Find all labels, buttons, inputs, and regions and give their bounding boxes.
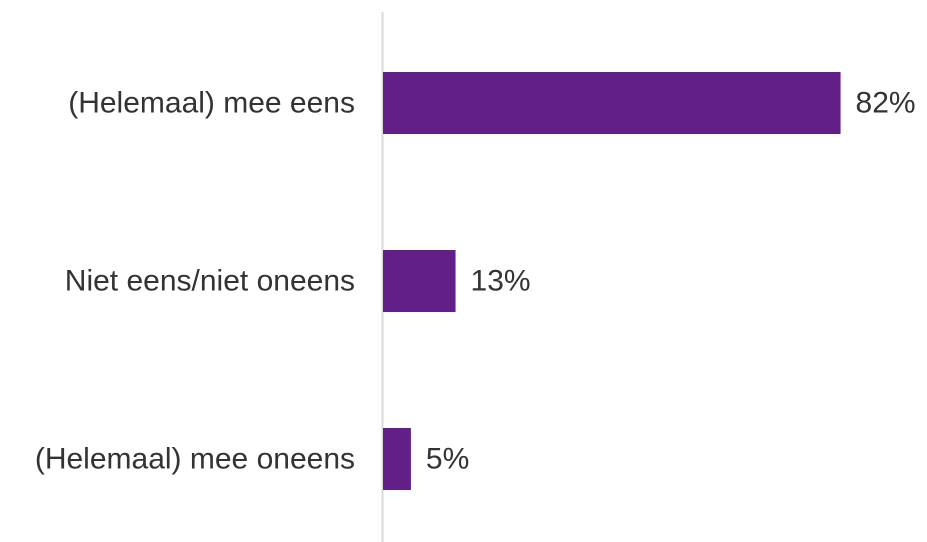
bar-1 (383, 250, 456, 312)
category-labels-group: (Helemaal) mee eens Niet eens/niet oneens… (35, 87, 355, 476)
category-label-1: Niet eens/niet oneens (65, 265, 355, 298)
value-label-1: 13% (471, 265, 531, 298)
value-label-0: 82% (856, 87, 916, 120)
bar-2 (383, 428, 411, 490)
bars-group (383, 72, 841, 490)
category-label-2: (Helemaal) mee oneens (35, 443, 355, 476)
bar-0 (383, 72, 841, 134)
value-label-2: 5% (426, 443, 469, 476)
value-labels-group: 82% 13% 5% (426, 87, 916, 476)
category-label-0: (Helemaal) mee eens (68, 87, 355, 120)
